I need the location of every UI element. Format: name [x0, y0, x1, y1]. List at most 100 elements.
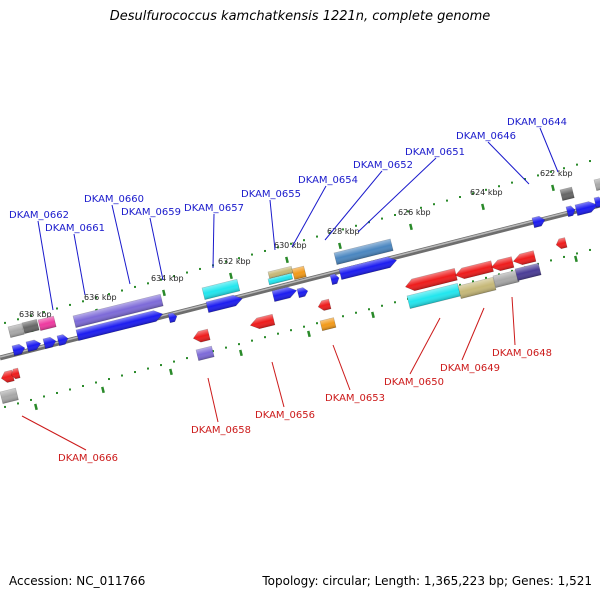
tick-dot [69, 388, 71, 391]
gene-arrow [555, 237, 568, 250]
gene-shade [43, 337, 56, 349]
tick-dot [147, 367, 149, 370]
gene-shade [407, 283, 461, 309]
tick-dot [472, 192, 474, 195]
gene-box [21, 319, 40, 335]
accession-text: Accession: NC_011766 [9, 574, 146, 588]
scale-label: 628 kbp [327, 227, 360, 236]
tick-dot [17, 318, 19, 321]
scale-label: 638 kbp [19, 310, 52, 319]
tick-dot [134, 285, 136, 288]
tick-dot [446, 199, 448, 202]
gene-box [333, 238, 394, 266]
tick-dot [69, 303, 71, 306]
tick-dot [160, 278, 162, 281]
scale-ticks: 622 kbp 624 kbp 626 kbp 628 kbp 630 kbp 632 k… [4, 160, 591, 411]
gene-arrow [296, 287, 309, 299]
gene-arrow [317, 298, 332, 311]
gene-shade [594, 178, 600, 191]
scale-label: 622 kbp [540, 169, 573, 178]
tick-dot [459, 283, 461, 286]
tick-dot [381, 217, 383, 220]
gene-arrow [574, 201, 599, 217]
gene-box [559, 186, 575, 202]
tick-dot [212, 350, 214, 353]
major-tick [34, 403, 38, 411]
tick-dot [238, 257, 240, 260]
gene-shade [11, 368, 21, 379]
gene-label: DKAM_0655 [241, 189, 301, 200]
tick-dot [472, 280, 474, 283]
gene-shade [202, 279, 240, 300]
gene-shade [76, 310, 163, 341]
gene-arrow [593, 196, 600, 209]
gene-box [593, 177, 600, 192]
leader-line [111, 204, 131, 285]
leader-line [212, 213, 215, 269]
gene-shade [272, 287, 297, 302]
tick-dot [511, 269, 513, 272]
tick-dot [498, 185, 500, 188]
major-tick [574, 255, 578, 263]
gene-label: DKAM_0648 [492, 348, 552, 359]
gene-shade [1, 370, 15, 383]
gene-shade [339, 256, 397, 280]
gene-label: DKAM_0656 [255, 410, 315, 421]
gene-shade [318, 299, 332, 311]
gene-label: DKAM_0649 [440, 363, 500, 374]
gene-shade [334, 238, 394, 265]
scale-label: 624 kbp [470, 188, 503, 197]
scale-label: 626 kbp [398, 208, 431, 217]
gene-arrow [565, 205, 576, 218]
tick-dot [4, 321, 6, 324]
gene-box [201, 278, 241, 301]
gene-arrow [25, 339, 42, 353]
tick-dot [459, 196, 461, 199]
gene-shade [250, 314, 275, 329]
tick-dot [251, 339, 253, 342]
gene-box [72, 293, 164, 329]
tick-dot [199, 267, 201, 270]
gene-label: DKAM_0650 [384, 377, 444, 388]
major-tick [162, 289, 166, 297]
gene-label: DKAM_0661 [45, 223, 105, 234]
gene-shade [38, 316, 57, 331]
gene-box [514, 262, 542, 282]
leader-line [21, 415, 87, 451]
leader-line [357, 157, 437, 233]
gene-arrow [490, 256, 515, 272]
leader-line [207, 377, 219, 423]
major-tick [285, 256, 289, 264]
gene-shade [73, 294, 164, 328]
tick-dot [550, 170, 552, 173]
gene-label: DKAM_0653 [325, 393, 385, 404]
tick-dot [43, 395, 45, 398]
scale-label: 632 kbp [218, 257, 251, 266]
gene-arrow [404, 268, 458, 292]
tick-dot [537, 174, 539, 177]
scale-label: 636 kbp [84, 293, 117, 302]
tick-dot [108, 293, 110, 296]
scale-label: 630 kbp [274, 241, 307, 250]
gene-shade [292, 266, 307, 280]
leader-line [37, 220, 54, 311]
tick-dot [589, 160, 591, 163]
gene-label: DKAM_0666 [58, 453, 118, 464]
gene-label: DKAM_0652 [353, 160, 413, 171]
tick-dot [173, 275, 175, 278]
gene-box [37, 315, 57, 332]
gene-shade [330, 273, 339, 285]
gene-shade [491, 256, 515, 271]
tick-dot [82, 300, 84, 303]
leader-line [409, 317, 441, 375]
gene-arrow [75, 310, 164, 342]
tick-dot [277, 332, 279, 335]
tick-dot [225, 346, 227, 349]
tick-dot [290, 329, 292, 332]
leader-line [324, 170, 383, 241]
gene-shade [458, 277, 497, 299]
gene-shade [556, 237, 568, 249]
gene-box [319, 317, 337, 332]
major-tick [338, 242, 342, 250]
